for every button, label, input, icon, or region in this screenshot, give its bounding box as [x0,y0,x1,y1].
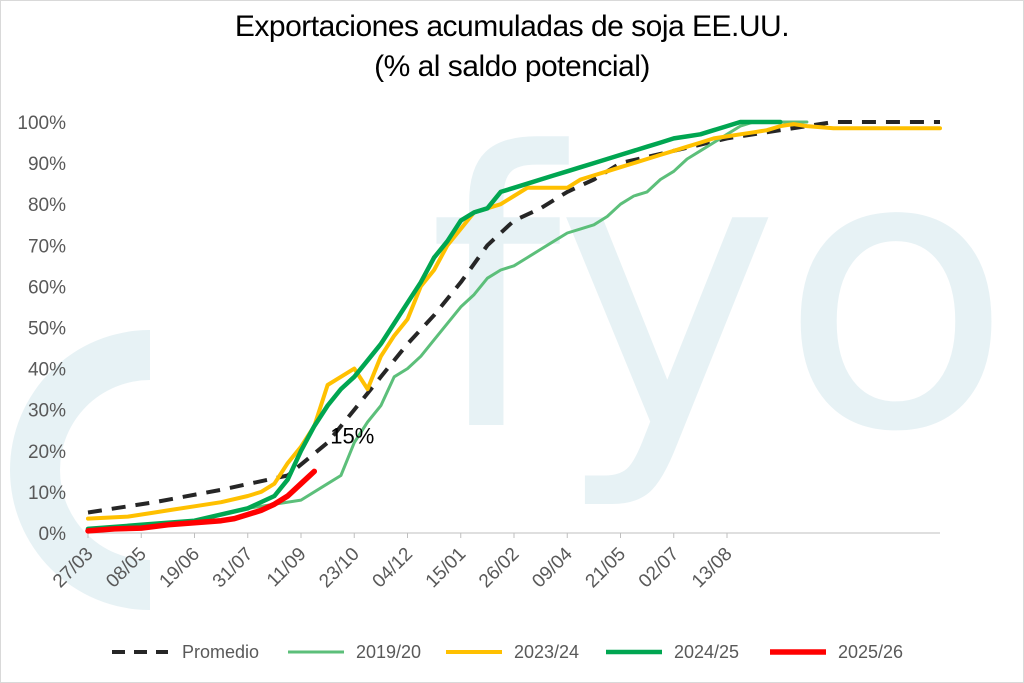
x-tick-label: 09/04 [528,543,577,592]
x-tick-label: 31/07 [209,544,257,592]
fyo-watermark-arc [10,330,150,610]
y-tick-labels: 0% 10% 20% 30% 40% 50% 60% 70% 80% 90% 100% [17,113,66,545]
legend-label: Promedio [182,642,259,662]
series-line-2019-20 [86,120,809,531]
series-line-2023-24 [86,122,942,521]
fyo-watermark: fyo [10,72,1012,610]
x-tick-label: 11/09 [263,544,310,591]
legend-label: 2019/20 [356,642,421,662]
y-tick-label: 40% [28,360,66,381]
y-tick-label: 60% [28,277,66,298]
x-tick-label: 04/12 [369,544,417,592]
y-tick-label: 30% [28,401,66,422]
series-lines [85,119,942,534]
legend-label: 2023/24 [514,642,579,662]
y-tick-label: 20% [28,442,66,463]
fyo-watermark-text: fyo [428,72,1012,515]
x-tick-label: 26/02 [475,544,523,592]
annotation-layer: 15% [330,423,374,448]
legend-label: 2024/25 [674,642,739,662]
legend-label: 2025/26 [838,642,903,662]
chart-subtitle: (% al saldo potencial) [374,50,650,83]
x-tick-label: 23/10 [315,544,363,592]
y-tick-label: 50% [28,319,66,340]
x-tick-label: 13/08 [688,544,736,592]
y-tick-label: 90% [28,154,66,175]
chart-title: Exportaciones acumuladas de soja EE.UU. [234,10,790,43]
x-tick-label: 21/05 [582,544,630,592]
y-tick-label: 100% [17,113,66,134]
x-tick-labels: 27/03 08/05 19/06 31/07 11/09 23/10 04/12 15/01… [49,533,737,592]
series-line-2025-26 [85,468,318,534]
x-tick-label: 19/06 [156,544,204,592]
y-tick-label: 0% [39,524,67,545]
y-tick-label: 80% [28,195,66,216]
y-tick-label: 10% [28,483,66,504]
legend: Promedio 2019/20 2023/24 2024/25 2025/26 [112,642,903,662]
y-tick-label: 70% [28,236,66,257]
annotation-label: 15% [330,423,374,448]
series-line-2024-25 [85,119,783,532]
x-tick-label: 02/07 [635,544,683,592]
x-tick-label: 15/01 [422,544,470,592]
